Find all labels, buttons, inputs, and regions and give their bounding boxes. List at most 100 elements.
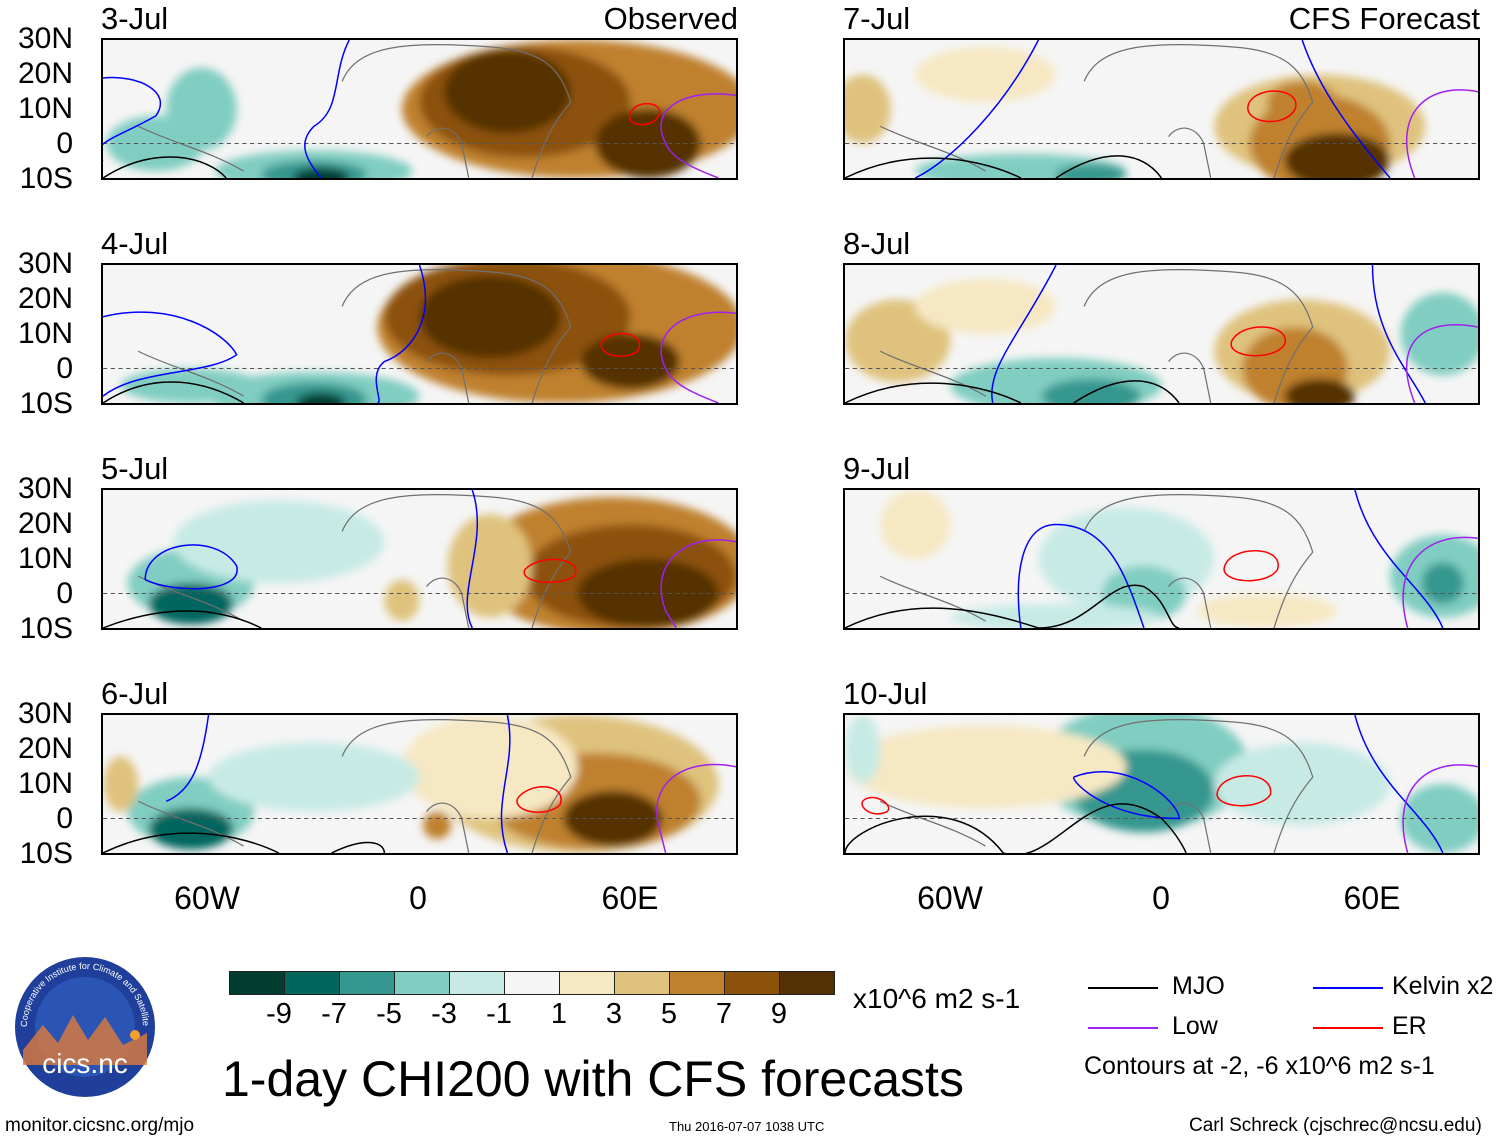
anomaly-region — [1284, 133, 1391, 178]
colorbar-swatch — [449, 971, 505, 995]
lat-label: 0 — [56, 127, 73, 160]
lat-label: 20N — [17, 57, 73, 90]
anomaly-region — [880, 490, 951, 559]
lat-label: 0 — [56, 577, 73, 610]
anomaly-region — [384, 579, 420, 622]
lat-label: 20N — [17, 507, 73, 540]
anomaly-region — [845, 299, 951, 383]
colorbar-units: x10^6 m2 s-1 — [853, 983, 1021, 1014]
colorbar-label: -9 — [266, 998, 292, 1030]
logo-text: cics.nc — [42, 1048, 128, 1079]
panel-date: 3-Jul — [101, 1, 169, 36]
map-panel — [843, 488, 1480, 630]
anomaly-region — [296, 392, 346, 403]
colorbar-label: 7 — [715, 998, 733, 1030]
anomaly-region — [845, 725, 1127, 809]
contour-line — [517, 787, 561, 812]
map-panel — [101, 713, 738, 855]
lon-label: 0 — [409, 880, 427, 916]
contour-line — [103, 833, 279, 853]
contour-line — [1248, 91, 1296, 121]
panel-date: 4-Jul — [101, 226, 169, 261]
panel-date: 7-Jul — [843, 1, 911, 36]
observed-label: Observed — [603, 1, 738, 36]
lat-label: 20N — [17, 282, 73, 315]
contour-line — [1074, 772, 1180, 819]
contour-line — [103, 611, 261, 628]
colorbar-swatch — [779, 971, 835, 995]
kelvin-line-swatch — [1313, 987, 1383, 989]
contour-line — [1407, 325, 1478, 403]
anomaly-region — [447, 514, 533, 618]
colorbar-swatch — [724, 971, 780, 995]
lon-label: 60E — [601, 880, 659, 916]
contour-line — [1224, 551, 1278, 581]
colorbar-label: 9 — [770, 998, 788, 1030]
contour-line — [661, 94, 736, 178]
contour-line — [661, 312, 736, 403]
colorbar-swatch — [394, 971, 450, 995]
lat-label: 10N — [17, 542, 73, 575]
colorbar-swatch — [284, 971, 340, 995]
contour-line — [376, 265, 425, 403]
anomaly-region — [581, 334, 680, 390]
contour-line — [845, 158, 1021, 178]
low-line-swatch — [1088, 1027, 1158, 1029]
lat-label: 10S — [19, 387, 73, 420]
anomaly-region — [208, 742, 420, 812]
contour-line — [103, 382, 244, 403]
anomaly-region — [950, 603, 1162, 628]
contour-line — [657, 765, 736, 853]
map-panel — [843, 38, 1480, 180]
footer-author: Carl Schreck (cjschrec@ncsu.edu) — [1189, 1115, 1482, 1136]
anomaly-region — [419, 275, 561, 359]
lon-label: 0 — [1152, 880, 1170, 916]
anomaly-region — [915, 278, 1056, 334]
contour-note: Contours at -2, -6 x10^6 m2 s-1 — [1084, 1052, 1435, 1080]
panel-date: 8-Jul — [843, 226, 911, 261]
panel-date: 5-Jul — [101, 451, 169, 486]
map-panel — [101, 488, 738, 630]
lon-label: 60E — [1343, 880, 1401, 916]
colorbar-swatch — [229, 971, 285, 995]
colorbar-label: -1 — [486, 998, 512, 1030]
anomaly-region — [292, 167, 350, 178]
colorbar-label: -7 — [321, 998, 347, 1030]
contour-line — [1302, 40, 1390, 178]
lat-label: 10N — [17, 767, 73, 800]
er-line-swatch — [1313, 1027, 1383, 1029]
map-panel — [843, 713, 1480, 855]
contour-line — [103, 157, 226, 178]
anomaly-region — [401, 715, 578, 819]
colorbar-swatch — [559, 971, 615, 995]
contour-line — [103, 78, 160, 161]
legend-low: Low — [1172, 1012, 1218, 1040]
lat-label: 30N — [17, 472, 73, 505]
lat-label: 10S — [19, 612, 73, 645]
forecast-label: CFS Forecast — [1288, 1, 1480, 36]
contour-line — [845, 804, 1186, 853]
anomaly-region — [1400, 292, 1478, 376]
mjo-line-swatch — [1088, 987, 1158, 989]
footer-url: monitor.cicsnc.org/mjo — [5, 1115, 195, 1136]
lat-label: 10N — [17, 92, 73, 125]
anomaly-region — [845, 715, 881, 784]
contour-line — [1056, 156, 1162, 178]
logo: Cooperative Institute for Climate and Sa… — [11, 947, 157, 1099]
anomaly-region — [915, 46, 1056, 103]
lat-label: 30N — [17, 247, 73, 280]
contour-line — [1018, 525, 1144, 629]
map-panel — [843, 263, 1480, 405]
contour-line — [145, 545, 237, 589]
anomaly-region — [845, 74, 891, 144]
contour-line — [1373, 265, 1426, 403]
figure-title: 1-day CHI200 with CFS forecasts — [222, 1051, 964, 1107]
contour-line — [1074, 381, 1180, 403]
contour-line — [992, 265, 1056, 403]
contour-line — [629, 104, 659, 125]
contour-line — [661, 540, 736, 628]
contour-line — [601, 334, 639, 357]
lat-label: 0 — [56, 802, 73, 835]
contour-line — [467, 490, 477, 628]
